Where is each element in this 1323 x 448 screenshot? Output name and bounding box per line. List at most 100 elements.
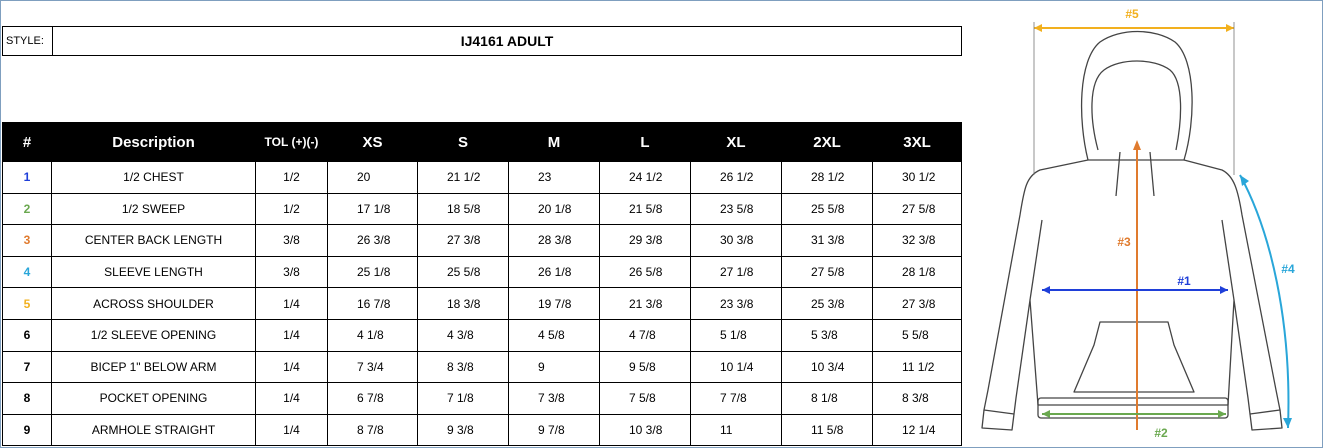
size-l-cell: 7 5/8	[599, 382, 691, 415]
size-m-cell: 28 3/8	[508, 224, 600, 257]
size-s-cell: 27 3/8	[417, 224, 509, 257]
size-m-cell: 19 7/8	[508, 287, 600, 320]
measure-5-arrow-right	[1226, 24, 1234, 32]
table-row: 8 POCKET OPENING 1/4 6 7/8 7 1/8 7 3/8 7 5/8 7 …	[2, 382, 962, 415]
size-3xl-cell: 27 3/8	[872, 287, 962, 320]
size-xs-cell: 4 1/8	[327, 318, 418, 352]
table-row: 7 BICEP 1" BELOW ARM 1/4 7 3/4 8 3/8 9 9 5/8 10…	[2, 350, 962, 384]
size-l-cell: 29 3/8	[599, 224, 691, 257]
size-m-cell: 20 1/8	[508, 192, 600, 226]
header-size-2xl: 2XL	[781, 122, 873, 162]
size-2xl-cell: 25 3/8	[781, 287, 873, 320]
measure-2-arrow-left	[1042, 410, 1050, 418]
size-xl-cell: 26 1/2	[690, 161, 782, 194]
size-l-cell: 21 5/8	[599, 192, 691, 226]
row-description: 1/2 CHEST	[51, 161, 256, 194]
size-xs-cell: 26 3/8	[327, 224, 418, 257]
row-tolerance: 1/2	[255, 161, 328, 194]
row-tolerance: 1/4	[255, 287, 328, 320]
size-s-cell: 18 5/8	[417, 192, 509, 226]
row-number: 9	[2, 413, 52, 447]
style-value: IJ4161 ADULT	[460, 33, 554, 49]
row-number: 4	[2, 255, 52, 289]
measure-4-arrow-top	[1240, 175, 1249, 186]
size-s-cell: 25 5/8	[417, 255, 509, 289]
row-description: 1/2 SLEEVE OPENING	[51, 318, 256, 352]
size-xl-cell: 5 1/8	[690, 318, 782, 352]
measure-5-arrow-left	[1034, 24, 1042, 32]
header-size-s: S	[417, 122, 509, 162]
row-number: 1	[2, 161, 52, 194]
size-3xl-cell: 32 3/8	[872, 224, 962, 257]
size-l-cell: 21 3/8	[599, 287, 691, 320]
size-2xl-cell: 31 3/8	[781, 224, 873, 257]
waistband	[1037, 397, 1229, 419]
measure-2-label: #2	[1154, 426, 1168, 440]
size-l-cell: 9 5/8	[599, 350, 691, 384]
size-xl-cell: 11	[690, 413, 782, 447]
left-cuff	[981, 409, 1015, 431]
size-xs-cell: 17 1/8	[327, 192, 418, 226]
size-3xl-cell: 12 1/4	[872, 413, 962, 447]
row-tolerance: 1/4	[255, 350, 328, 384]
size-xl-cell: 27 1/8	[690, 255, 782, 289]
size-m-cell: 9	[508, 350, 600, 384]
size-3xl-cell: 27 5/8	[872, 192, 962, 226]
size-m-cell: 9 7/8	[508, 413, 600, 447]
row-tolerance: 1/4	[255, 318, 328, 352]
right-armhole	[1221, 219, 1235, 301]
measure-2-arrow-right	[1218, 410, 1226, 418]
size-xl-cell: 10 1/4	[690, 350, 782, 384]
size-3xl-cell: 11 1/2	[872, 350, 962, 384]
header-tolerance: TOL (+)(-)	[255, 122, 328, 162]
right-cuff	[1249, 409, 1283, 431]
size-l-cell: 24 1/2	[599, 161, 691, 194]
table-row: 9 ARMHOLE STRAIGHT 1/4 8 7/8 9 3/8 9 7/8 10 3/…	[2, 413, 962, 447]
size-xl-cell: 23 5/8	[690, 192, 782, 226]
size-xl-cell: 7 7/8	[690, 382, 782, 415]
body-outline	[983, 159, 1281, 415]
size-xs-cell: 6 7/8	[327, 382, 418, 415]
table-header-row: # Description TOL (+)(-) XS S M L XL 2XL…	[2, 122, 962, 162]
size-xl-cell: 30 3/8	[690, 224, 782, 257]
size-s-cell: 7 1/8	[417, 382, 509, 415]
measure-1-arrow-right	[1220, 286, 1228, 294]
size-3xl-cell: 5 5/8	[872, 318, 962, 352]
size-s-cell: 18 3/8	[417, 287, 509, 320]
size-2xl-cell: 5 3/8	[781, 318, 873, 352]
measure-1-arrow-left	[1042, 286, 1050, 294]
row-tolerance: 1/4	[255, 382, 328, 415]
row-description: SLEEVE LENGTH	[51, 255, 256, 289]
size-xs-cell: 8 7/8	[327, 413, 418, 447]
header-num: #	[2, 122, 52, 162]
size-2xl-cell: 11 5/8	[781, 413, 873, 447]
size-3xl-cell: 28 1/8	[872, 255, 962, 289]
measure-1-label: #1	[1177, 274, 1191, 288]
row-description: BICEP 1" BELOW ARM	[51, 350, 256, 384]
size-2xl-cell: 10 3/4	[781, 350, 873, 384]
hoodie-diagram: #5 #3 #1 #2 #4	[981, 7, 1295, 440]
size-s-cell: 9 3/8	[417, 413, 509, 447]
header-description: Description	[51, 122, 256, 162]
row-description: CENTER BACK LENGTH	[51, 224, 256, 257]
header-size-xl: XL	[690, 122, 782, 162]
size-l-cell: 26 5/8	[599, 255, 691, 289]
table-row: 3 CENTER BACK LENGTH 3/8 26 3/8 27 3/8 28 3/8…	[2, 224, 962, 257]
row-tolerance: 1/2	[255, 192, 328, 226]
size-2xl-cell: 28 1/2	[781, 161, 873, 194]
hood-outline	[1080, 30, 1193, 161]
header-size-l: L	[599, 122, 691, 162]
size-s-cell: 21 1/2	[417, 161, 509, 194]
size-3xl-cell: 8 3/8	[872, 382, 962, 415]
table-row: 5 ACROSS SHOULDER 1/4 16 7/8 18 3/8 19 7/8 21 …	[2, 287, 962, 320]
size-2xl-cell: 25 5/8	[781, 192, 873, 226]
size-xl-cell: 23 3/8	[690, 287, 782, 320]
kangaroo-pocket	[1073, 321, 1195, 393]
row-description: POCKET OPENING	[51, 382, 256, 415]
drawstrings	[1115, 151, 1155, 197]
size-xs-cell: 16 7/8	[327, 287, 418, 320]
size-s-cell: 8 3/8	[417, 350, 509, 384]
measure-3-label: #3	[1117, 235, 1131, 249]
table-row: 4 SLEEVE LENGTH 3/8 25 1/8 25 5/8 26 1/8 26 5/…	[2, 255, 962, 289]
size-m-cell: 4 5/8	[508, 318, 600, 352]
